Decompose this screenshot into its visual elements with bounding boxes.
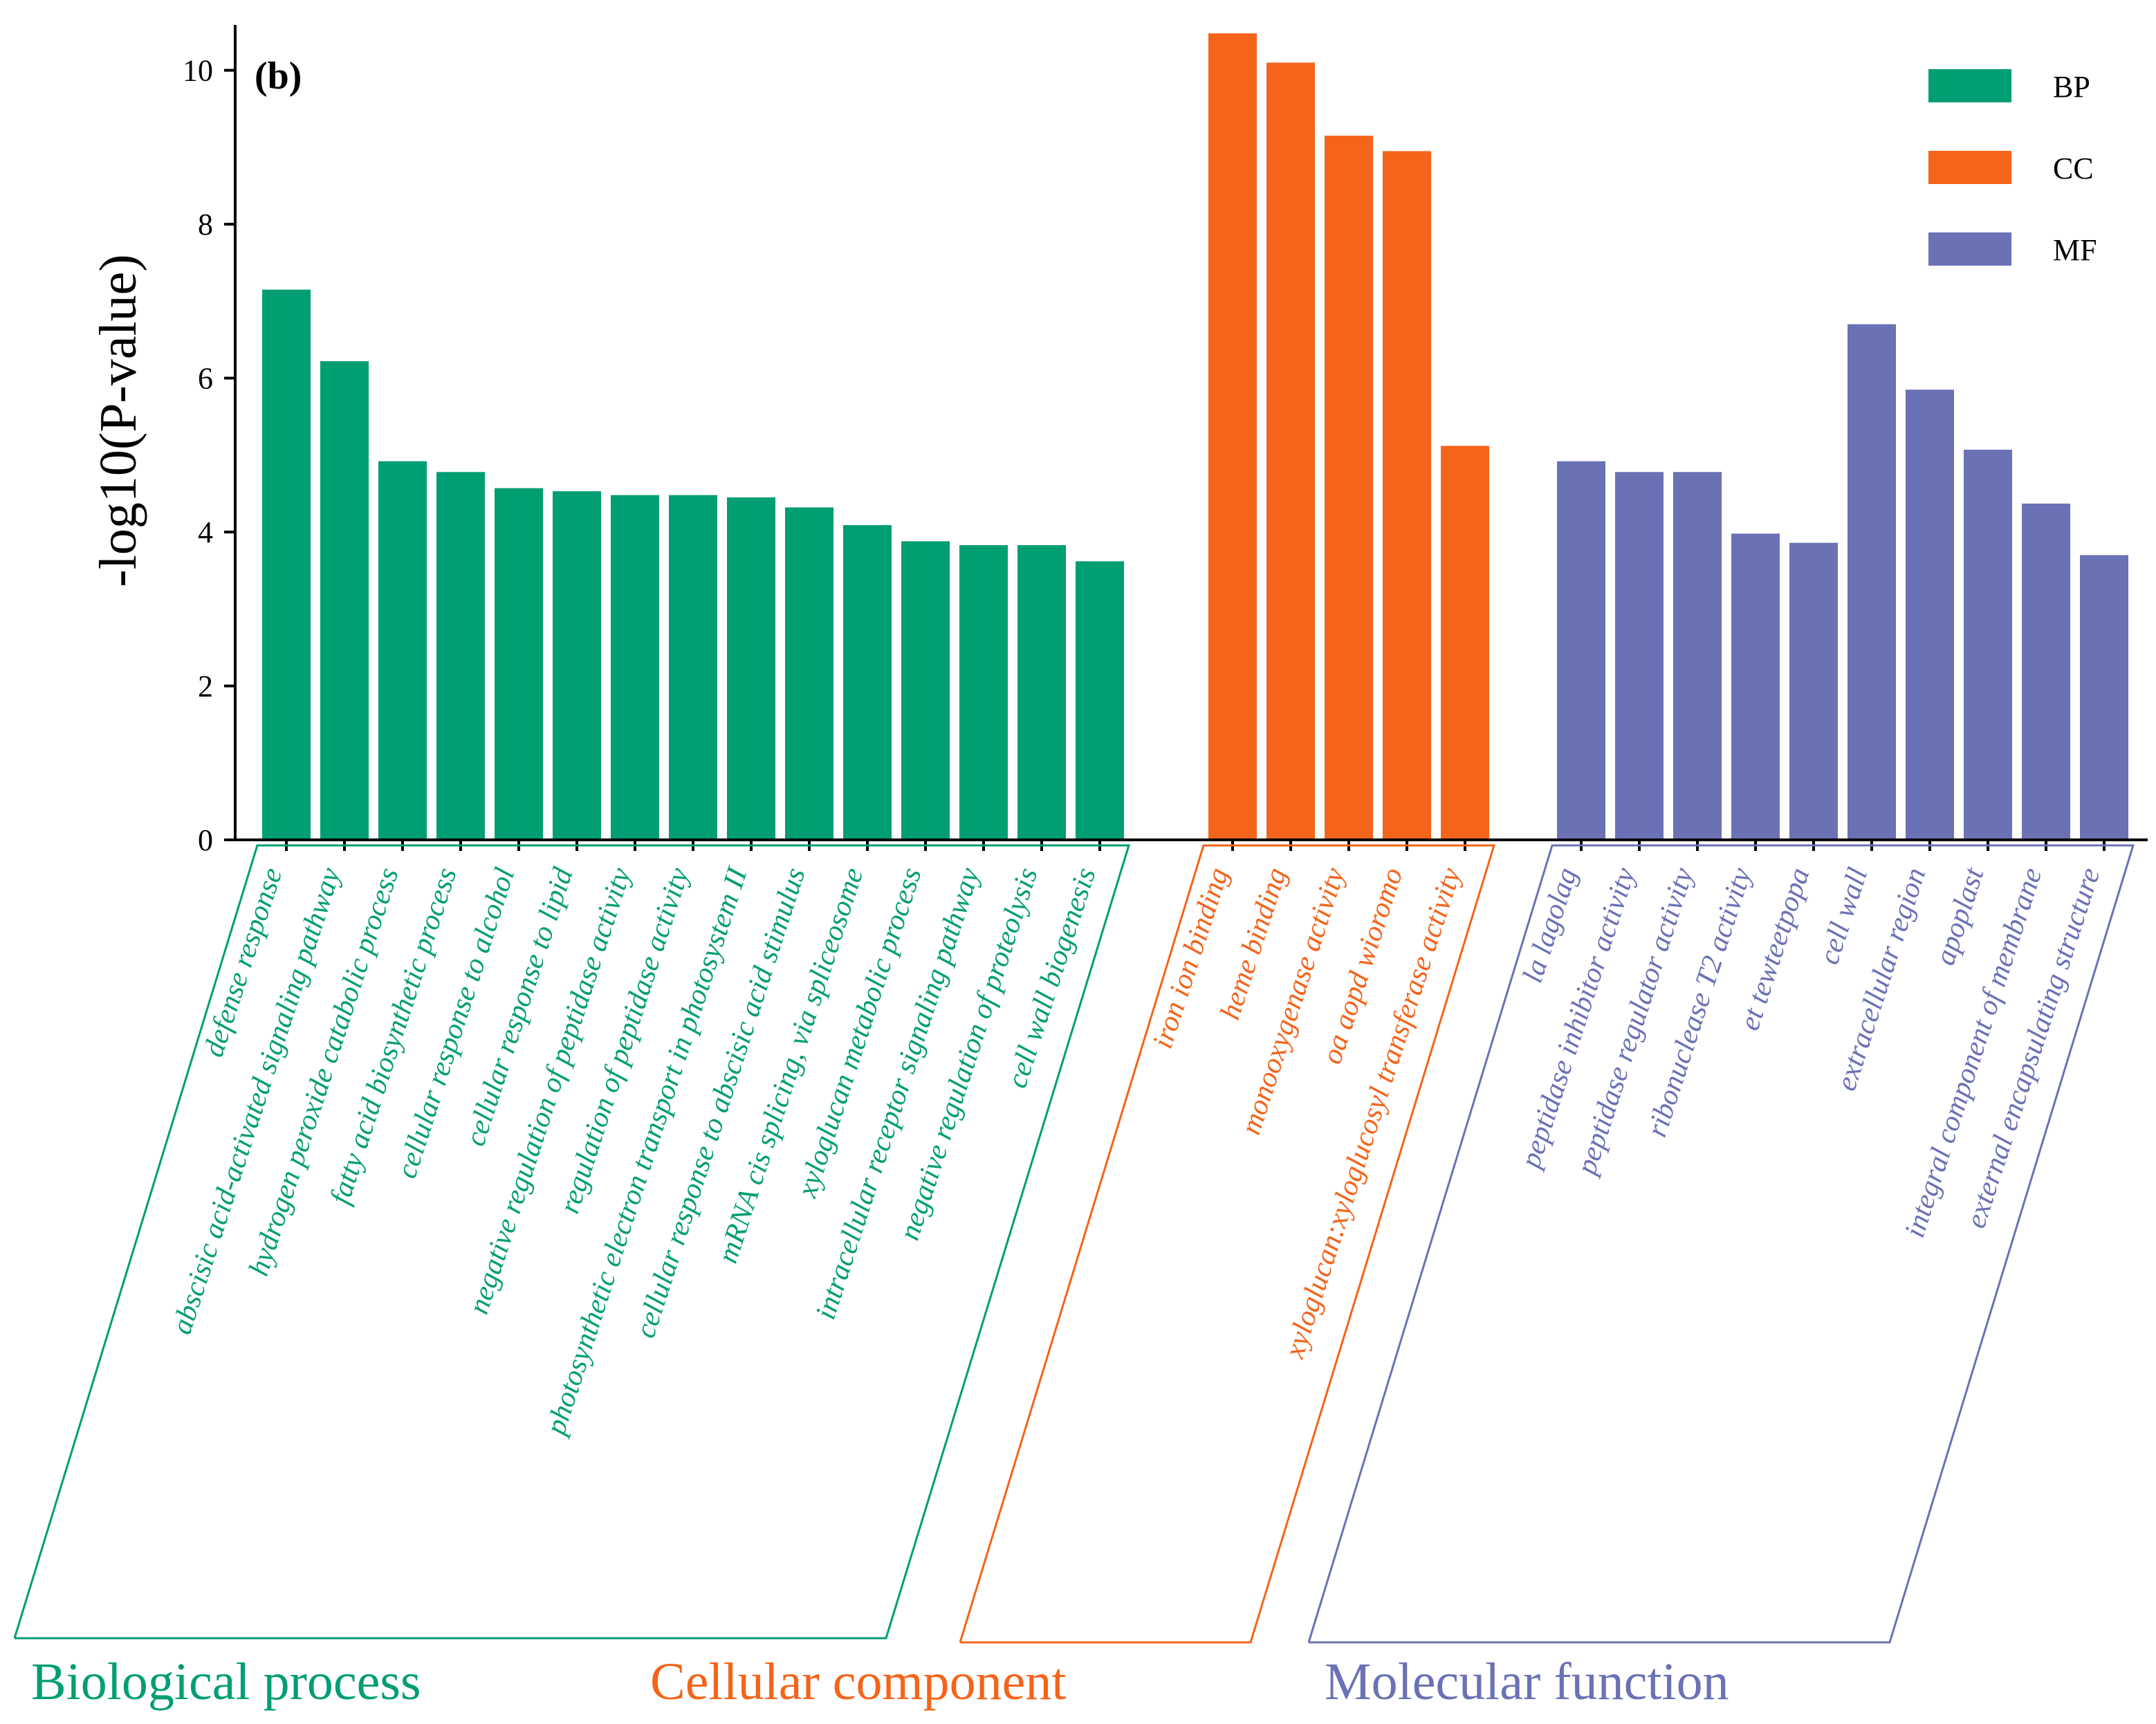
bar-cc-4 [1383,151,1431,840]
bar-mf-8 [1964,450,2012,840]
bar-mf-10 [2080,555,2128,840]
y-tick-label: 6 [198,362,213,396]
bar-bp-10 [785,507,833,840]
legend-label-cc: CC [2053,152,2094,185]
bar-bp-1 [262,289,311,841]
bar-bp-11 [843,525,892,840]
bar-cc-5 [1441,446,1489,840]
legend: BP CC MF [1928,69,2097,267]
y-tick-label: 0 [198,823,213,857]
group-titles: Biological process Cellular component Mole… [31,1653,1729,1711]
bar-bp-8 [669,495,717,840]
bar-bp-6 [553,491,601,840]
legend-label-mf: MF [2053,233,2097,267]
group-title-cc: Cellular component [650,1653,1067,1711]
bar-mf-5 [1789,542,1838,840]
bar-bp-14 [1017,544,1066,840]
bar-bp-4 [436,472,485,840]
bar-mf-2 [1615,472,1664,840]
panel-label: (b) [255,55,302,98]
bracket-mf [1307,844,2135,1644]
bar-bp-2 [320,361,369,840]
bar-cc-1 [1208,33,1257,841]
y-tick-label: 8 [198,208,213,241]
y-axis: 0 2 4 6 8 10 [183,25,237,857]
legend-swatch-mf [1928,232,2011,266]
group-title-mf: Molecular function [1325,1653,1729,1711]
bracket-bp [13,844,1131,1640]
bar-bp-15 [1076,561,1124,840]
bar-bp-13 [959,544,1008,840]
bar-mf-6 [1848,324,1896,840]
bar-mf-9 [2022,503,2070,840]
group-brackets [13,844,2135,1644]
bar-bp-12 [901,541,950,840]
y-axis-title: -log10(P-value) [89,254,147,587]
bars [262,33,2128,841]
bar-mf-4 [1731,533,1780,840]
y-tick-label: 4 [198,515,213,549]
category-label-mf-8: apoplast [1929,863,1991,969]
legend-label-bp: BP [2053,70,2090,104]
legend-swatch-bp [1928,69,2011,102]
bar-bp-9 [727,497,775,840]
y-tick-label: 10 [183,54,213,88]
bar-mf-3 [1673,472,1722,840]
bracket-cc [959,844,1496,1644]
bar-mf-7 [1906,389,1954,840]
y-tick-label: 2 [198,670,213,704]
category-label-mf-6: cell wall [1813,864,1874,969]
legend-swatch-cc [1928,151,2011,184]
bar-bp-3 [378,461,427,840]
bar-cc-3 [1325,136,1373,840]
bar-bp-5 [495,488,543,840]
group-title-bp: Biological process [31,1653,421,1711]
bar-mf-1 [1557,461,1605,840]
bar-cc-2 [1266,62,1315,840]
bar-bp-7 [611,495,659,840]
category-label-cc-1: iron ion binding [1147,864,1235,1052]
